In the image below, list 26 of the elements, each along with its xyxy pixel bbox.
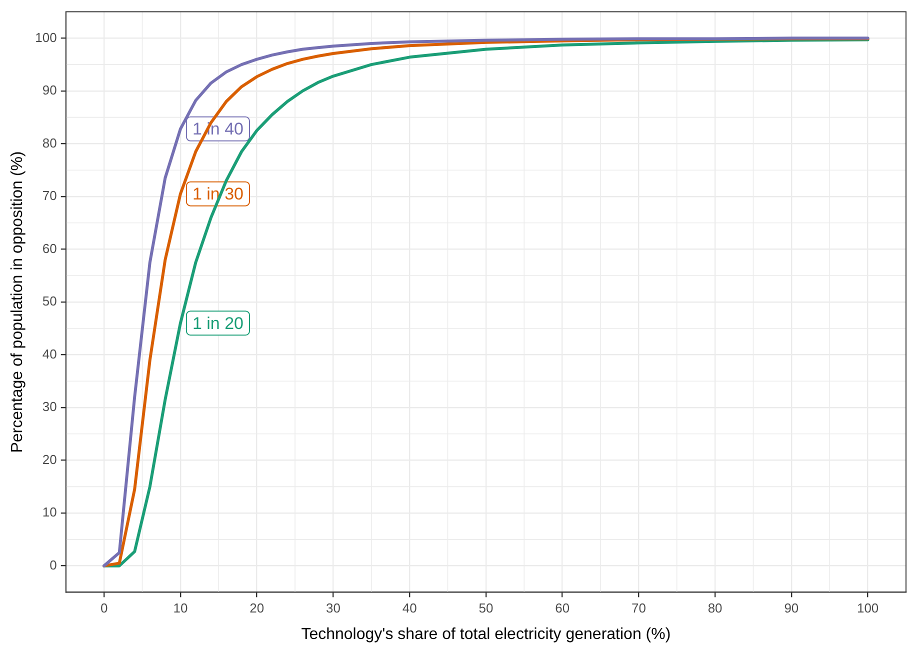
x-tick-label: 10 bbox=[173, 600, 188, 616]
x-axis-title: Technology's share of total electricity generation (%) bbox=[301, 626, 671, 643]
y-tick-label: 90 bbox=[42, 82, 57, 98]
x-tick-label: 90 bbox=[784, 600, 799, 616]
y-tick-label: 60 bbox=[42, 240, 57, 256]
x-tick-label: 30 bbox=[326, 600, 340, 616]
series-label: 1 in 20 bbox=[192, 314, 244, 333]
y-tick-label: 10 bbox=[42, 504, 57, 520]
x-tick-label: 100 bbox=[856, 600, 879, 616]
y-tick-label: 0 bbox=[50, 557, 57, 572]
y-tick-label: 30 bbox=[42, 399, 57, 414]
x-tick-label: 70 bbox=[631, 600, 646, 616]
x-tick-label: 60 bbox=[555, 600, 570, 616]
x-tick-label: 40 bbox=[402, 600, 417, 616]
y-tick-label: 80 bbox=[42, 135, 57, 150]
y-tick-label: 20 bbox=[42, 452, 57, 467]
x-tick-label: 0 bbox=[100, 600, 108, 616]
x-tick-label: 80 bbox=[708, 600, 722, 616]
x-tick-label: 20 bbox=[250, 600, 264, 616]
series-label: 1 in 30 bbox=[192, 184, 244, 204]
y-tick-label: 70 bbox=[42, 188, 57, 204]
x-tick-label: 50 bbox=[478, 600, 494, 616]
y-tick-label: 100 bbox=[35, 30, 57, 45]
y-tick-label: 40 bbox=[42, 346, 57, 362]
y-tick-label: 50 bbox=[42, 294, 57, 309]
y-axis-title: Percentage of population in opposition (%) bbox=[9, 151, 26, 453]
